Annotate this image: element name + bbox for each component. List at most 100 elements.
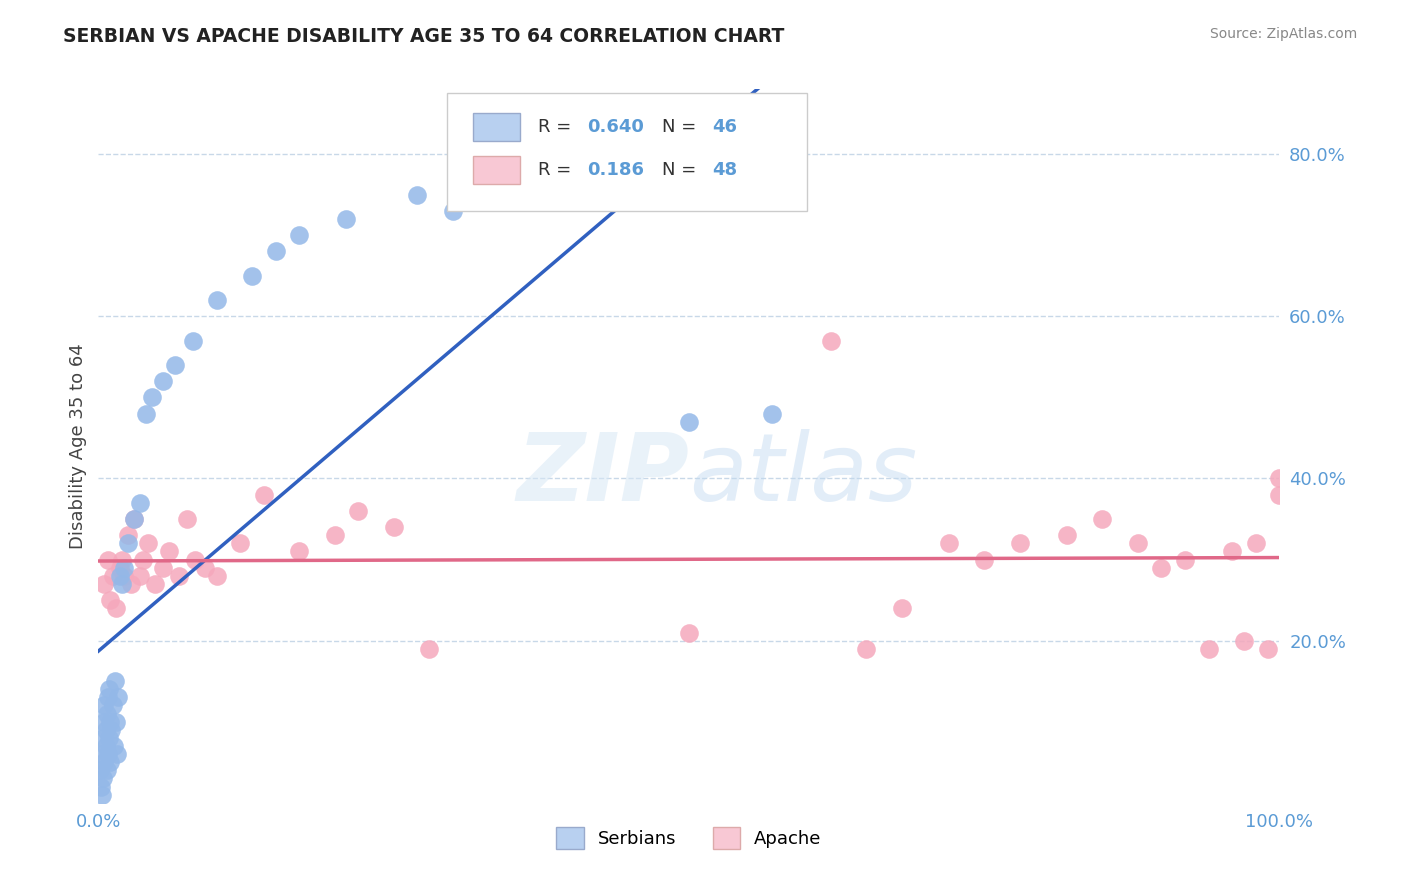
Point xyxy=(205,293,228,307)
Point xyxy=(157,544,180,558)
Point xyxy=(143,577,166,591)
Point xyxy=(98,714,121,729)
Point xyxy=(418,641,440,656)
Point xyxy=(94,723,117,737)
Point xyxy=(93,698,115,713)
Point xyxy=(104,674,127,689)
Point xyxy=(112,560,135,574)
Point xyxy=(323,528,346,542)
Point xyxy=(176,512,198,526)
Point xyxy=(264,244,287,259)
Text: Source: ZipAtlas.com: Source: ZipAtlas.com xyxy=(1209,27,1357,41)
Point xyxy=(117,536,139,550)
Point xyxy=(253,488,276,502)
Point xyxy=(136,536,159,550)
Point xyxy=(288,544,311,558)
Point xyxy=(288,228,311,243)
Point xyxy=(135,407,157,421)
Point xyxy=(111,577,134,591)
Point xyxy=(90,780,112,794)
Point xyxy=(167,568,190,582)
Point xyxy=(1268,471,1291,485)
Point xyxy=(94,739,117,753)
Point xyxy=(108,568,131,582)
Point xyxy=(128,496,150,510)
Point xyxy=(1126,536,1149,550)
Text: 0.640: 0.640 xyxy=(588,118,644,136)
Point xyxy=(820,334,842,348)
Text: 48: 48 xyxy=(713,161,738,178)
Point xyxy=(117,528,139,542)
Point xyxy=(1244,536,1267,550)
Point xyxy=(93,756,115,770)
Point xyxy=(165,358,187,372)
Point xyxy=(100,723,122,737)
Point xyxy=(105,747,128,761)
Point xyxy=(1150,560,1173,574)
Point xyxy=(101,568,124,582)
Point xyxy=(152,374,174,388)
FancyBboxPatch shape xyxy=(472,112,520,141)
Point xyxy=(132,552,155,566)
Point xyxy=(406,187,429,202)
Point xyxy=(98,756,121,770)
Point xyxy=(973,552,995,566)
Point xyxy=(91,747,114,761)
Point xyxy=(1091,512,1114,526)
Point xyxy=(181,334,204,348)
Point xyxy=(112,568,135,582)
Legend: Serbians, Apache: Serbians, Apache xyxy=(547,818,831,858)
Point xyxy=(97,690,120,705)
Y-axis label: Disability Age 35 to 64: Disability Age 35 to 64 xyxy=(69,343,87,549)
Point xyxy=(194,560,217,574)
Point xyxy=(855,641,877,656)
Point xyxy=(938,536,960,550)
Text: R =: R = xyxy=(537,118,576,136)
Point xyxy=(347,504,370,518)
Point xyxy=(678,625,700,640)
Point xyxy=(184,552,207,566)
Point xyxy=(240,268,263,283)
Point xyxy=(1257,641,1279,656)
Point xyxy=(1008,536,1031,550)
Point xyxy=(107,690,129,705)
Point xyxy=(335,211,357,226)
Point xyxy=(1220,544,1243,558)
Text: atlas: atlas xyxy=(689,429,917,520)
Point xyxy=(1198,641,1220,656)
Point xyxy=(382,520,405,534)
Text: 0.186: 0.186 xyxy=(588,161,644,178)
Point xyxy=(93,714,115,729)
Point xyxy=(761,407,783,421)
Point xyxy=(890,601,912,615)
Point xyxy=(128,568,150,582)
Point xyxy=(91,788,114,802)
Point xyxy=(1268,488,1291,502)
Text: N =: N = xyxy=(662,161,702,178)
Point xyxy=(678,415,700,429)
Point xyxy=(105,601,128,615)
FancyBboxPatch shape xyxy=(472,155,520,184)
FancyBboxPatch shape xyxy=(447,93,807,211)
Point xyxy=(97,747,120,761)
Point xyxy=(96,706,118,721)
Point xyxy=(111,552,134,566)
Point xyxy=(105,714,128,729)
Point xyxy=(121,577,143,591)
Text: 46: 46 xyxy=(713,118,738,136)
Text: N =: N = xyxy=(662,118,702,136)
Point xyxy=(89,764,111,778)
Point xyxy=(205,568,228,582)
Point xyxy=(441,203,464,218)
Point xyxy=(98,682,121,697)
Point xyxy=(101,698,124,713)
Text: R =: R = xyxy=(537,161,582,178)
Point xyxy=(91,731,114,745)
Point xyxy=(141,390,163,404)
Point xyxy=(93,577,115,591)
Point xyxy=(97,552,120,566)
Point xyxy=(1056,528,1078,542)
Point xyxy=(98,593,121,607)
Point xyxy=(108,560,131,574)
Text: SERBIAN VS APACHE DISABILITY AGE 35 TO 64 CORRELATION CHART: SERBIAN VS APACHE DISABILITY AGE 35 TO 6… xyxy=(63,27,785,45)
